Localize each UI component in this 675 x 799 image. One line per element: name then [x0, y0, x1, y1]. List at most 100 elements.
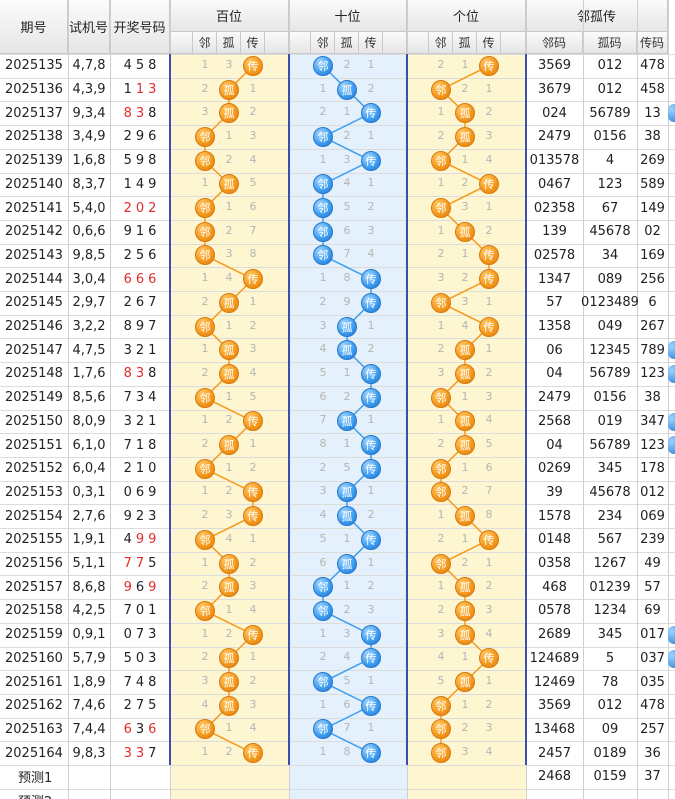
row-divider	[0, 338, 675, 340]
draw-digit: 3	[135, 745, 145, 761]
sum-cell-0: 12469	[533, 674, 576, 690]
sum-cell-1: 1267	[593, 556, 627, 572]
sum-cell-2: 256	[640, 271, 665, 287]
draw-digit: 5	[135, 58, 145, 74]
period-cell: 2025146	[5, 319, 63, 335]
sum-cell-2: 6	[648, 295, 657, 311]
miss-count: 3	[367, 223, 375, 237]
sum-cell-1: 012	[597, 82, 623, 98]
test-number-cell: 8,6,8	[72, 579, 106, 595]
sum-cell-1: 0123489	[581, 295, 639, 311]
sum-cell-1: 34	[601, 247, 619, 263]
sum-cell-1: 049	[597, 319, 623, 335]
sum-cell-2: 458	[640, 82, 665, 98]
miss-count: 3	[437, 271, 445, 285]
miss-count: 1	[485, 555, 493, 569]
miss-count: 1	[225, 128, 233, 142]
miss-count: 8	[249, 247, 257, 261]
row-divider	[0, 362, 675, 364]
sum-cell-2: 36	[644, 745, 661, 761]
sum-cell-0: 2568	[537, 413, 572, 429]
period-cell: 2025144	[5, 271, 63, 287]
period-cell: 2025138	[5, 129, 63, 145]
sum-cell-2: 69	[644, 603, 661, 619]
draw-digit: 3	[135, 105, 145, 121]
sum-cell-2: 239	[640, 532, 665, 548]
draw-digit: 7	[135, 556, 145, 572]
draw-digit: 3	[148, 650, 157, 666]
sum-cell-2: 13	[644, 105, 661, 121]
miss-count: 5	[343, 674, 351, 688]
pattern-ball-g: 邻	[431, 292, 451, 313]
miss-count: 2	[249, 674, 257, 688]
header-sub-spacer	[265, 32, 289, 54]
draw-digit: 4	[123, 58, 132, 74]
sum-cell-2: 38	[644, 390, 661, 406]
miss-count: 1	[319, 81, 327, 95]
sum-cell-2: 035	[640, 674, 665, 690]
miss-count: 2	[225, 484, 233, 498]
row-divider	[0, 101, 675, 103]
miss-count: 3	[225, 247, 233, 261]
period-cell: 2025135	[5, 58, 63, 74]
draw-digit: 4	[123, 532, 132, 548]
sum-cell-2: 478	[640, 58, 665, 74]
period-cell: 2025163	[5, 721, 63, 737]
miss-count: 1	[319, 697, 327, 711]
miss-count: 7	[249, 223, 257, 237]
test-number-cell: 6,1,0	[72, 437, 106, 453]
miss-count: 3	[343, 152, 351, 166]
forecast-label: 预测1	[18, 771, 53, 787]
miss-count: 7	[485, 484, 493, 498]
miss-count: 1	[225, 200, 233, 214]
miss-count: 1	[343, 531, 351, 545]
draw-digit: 2	[123, 247, 132, 263]
miss-count: 8	[485, 508, 493, 522]
pattern-ball-g: 孤	[455, 103, 475, 124]
pattern-ball-s: 传	[361, 743, 381, 764]
test-number-cell: 1,9,1	[72, 532, 106, 548]
miss-count: 6	[343, 697, 351, 711]
miss-count: 3	[485, 602, 493, 616]
header-group-s: 十位	[289, 0, 407, 32]
sum-cell-2: 38	[644, 129, 661, 145]
draw-digit: 3	[123, 342, 132, 358]
row-divider	[0, 456, 675, 458]
test-number-cell: 5,4,0	[72, 200, 106, 216]
miss-count: 2	[461, 271, 469, 285]
sum-cell-2: 149	[640, 200, 665, 216]
header-group-g: 个位	[407, 0, 526, 32]
miss-count: 4	[201, 697, 209, 711]
test-number-cell: 1,7,6	[72, 366, 106, 382]
draw-digit: 6	[123, 721, 132, 737]
header-sub-s-2: 传	[359, 32, 383, 54]
miss-count: 2	[249, 318, 257, 332]
forecast-sum-cell-1	[583, 789, 637, 799]
sum-cell-0: 57	[546, 295, 563, 311]
miss-count: 2	[201, 650, 209, 664]
pattern-ball-s: 邻	[313, 55, 333, 76]
row-divider	[0, 54, 675, 55]
test-number-cell: 5,7,9	[72, 650, 106, 666]
sum-cell-0: 02578	[533, 247, 576, 263]
pattern-ball-h: 邻	[195, 458, 215, 479]
pattern-ball-s: 传	[361, 150, 381, 171]
miss-count: 1	[367, 413, 375, 427]
pattern-ball-g: 孤	[455, 340, 475, 361]
miss-count: 3	[225, 57, 233, 71]
miss-count: 4	[249, 152, 257, 166]
pattern-ball-g: 邻	[431, 482, 451, 503]
row-divider	[0, 433, 675, 435]
pattern-ball-g: 邻	[431, 150, 451, 171]
pattern-ball-g: 孤	[455, 411, 475, 432]
miss-count: 1	[485, 81, 493, 95]
test-number-cell: 4,2,5	[72, 603, 106, 619]
header-sub-h-0: 邻	[193, 32, 217, 54]
test-number-cell: 0,3,1	[72, 484, 106, 500]
miss-count: 2	[343, 57, 351, 71]
miss-count: 2	[319, 105, 327, 119]
